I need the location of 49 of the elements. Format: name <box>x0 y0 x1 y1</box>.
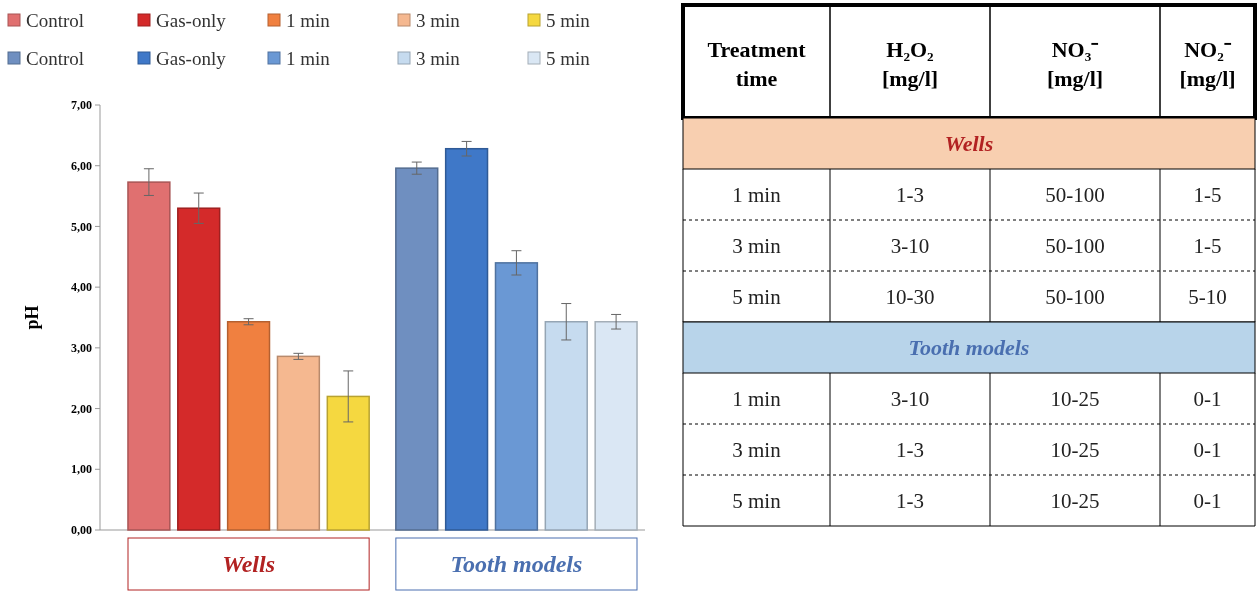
category-label: Treatment time <box>707 37 807 91</box>
legend-label: Control <box>26 9 85 31</box>
text: 1-3 <box>896 437 924 462</box>
text: 10-25 <box>1050 437 1100 462</box>
text: 10-25 <box>1050 386 1100 411</box>
text: 10-25 <box>1050 488 1100 513</box>
text: 3-10 <box>890 233 930 258</box>
text: 50-100 <box>1045 284 1105 309</box>
text: 5 min <box>732 284 781 309</box>
text: Tooth models <box>908 335 1030 361</box>
text: 3-10 <box>890 386 930 411</box>
legend-label: Gas-only <box>156 9 227 31</box>
legend-label: 3 min <box>416 9 461 31</box>
text: 5-10 <box>1188 284 1227 309</box>
y-tick-label: 7,00 <box>71 98 92 113</box>
text: Wells <box>944 131 994 157</box>
category-label: NO₂⁻ [mg/l] <box>1179 37 1236 91</box>
legend-label: Control <box>26 47 85 69</box>
text: 0-1 <box>1193 437 1222 462</box>
text: 0-1 <box>1193 488 1222 513</box>
text: 3 min <box>732 437 781 462</box>
category-label: NO₃⁻ [mg/l] <box>1046 37 1104 91</box>
y-tick-label: 3,00 <box>71 341 92 356</box>
text: 1-3 <box>896 488 924 513</box>
y-axis-title: pH <box>22 305 42 330</box>
y-tick-label: 6,00 <box>71 158 92 173</box>
text: 10-30 <box>885 284 935 309</box>
y-tick-label: 5,00 <box>71 219 92 234</box>
legend-label: 1 min <box>286 47 331 69</box>
y-tick-label: 2,00 <box>71 401 92 416</box>
legend-label: 1 min <box>286 9 331 31</box>
text: 0-1 <box>1193 386 1222 411</box>
y-tick-label: 4,00 <box>71 280 92 295</box>
y-tick-label: 0,00 <box>71 523 92 538</box>
text: 50-100 <box>1045 182 1105 207</box>
y-tick-label: 1,00 <box>71 462 92 477</box>
legend-label: 3 min <box>416 47 461 69</box>
text: 1-5 <box>1193 233 1222 258</box>
legend-label: Gas-only <box>156 47 227 69</box>
text: 3 min <box>732 233 781 258</box>
text: 1 min <box>732 182 781 207</box>
category-label: H₂O₂ [mg/l] <box>881 37 939 91</box>
legend-label: 5 min <box>546 9 591 31</box>
text: 1-5 <box>1193 182 1222 207</box>
text: 5 min <box>732 488 781 513</box>
text: 1 min <box>732 386 781 411</box>
text: 1-3 <box>896 182 924 207</box>
text: 50-100 <box>1045 233 1105 258</box>
legend-label: 5 min <box>546 47 591 69</box>
